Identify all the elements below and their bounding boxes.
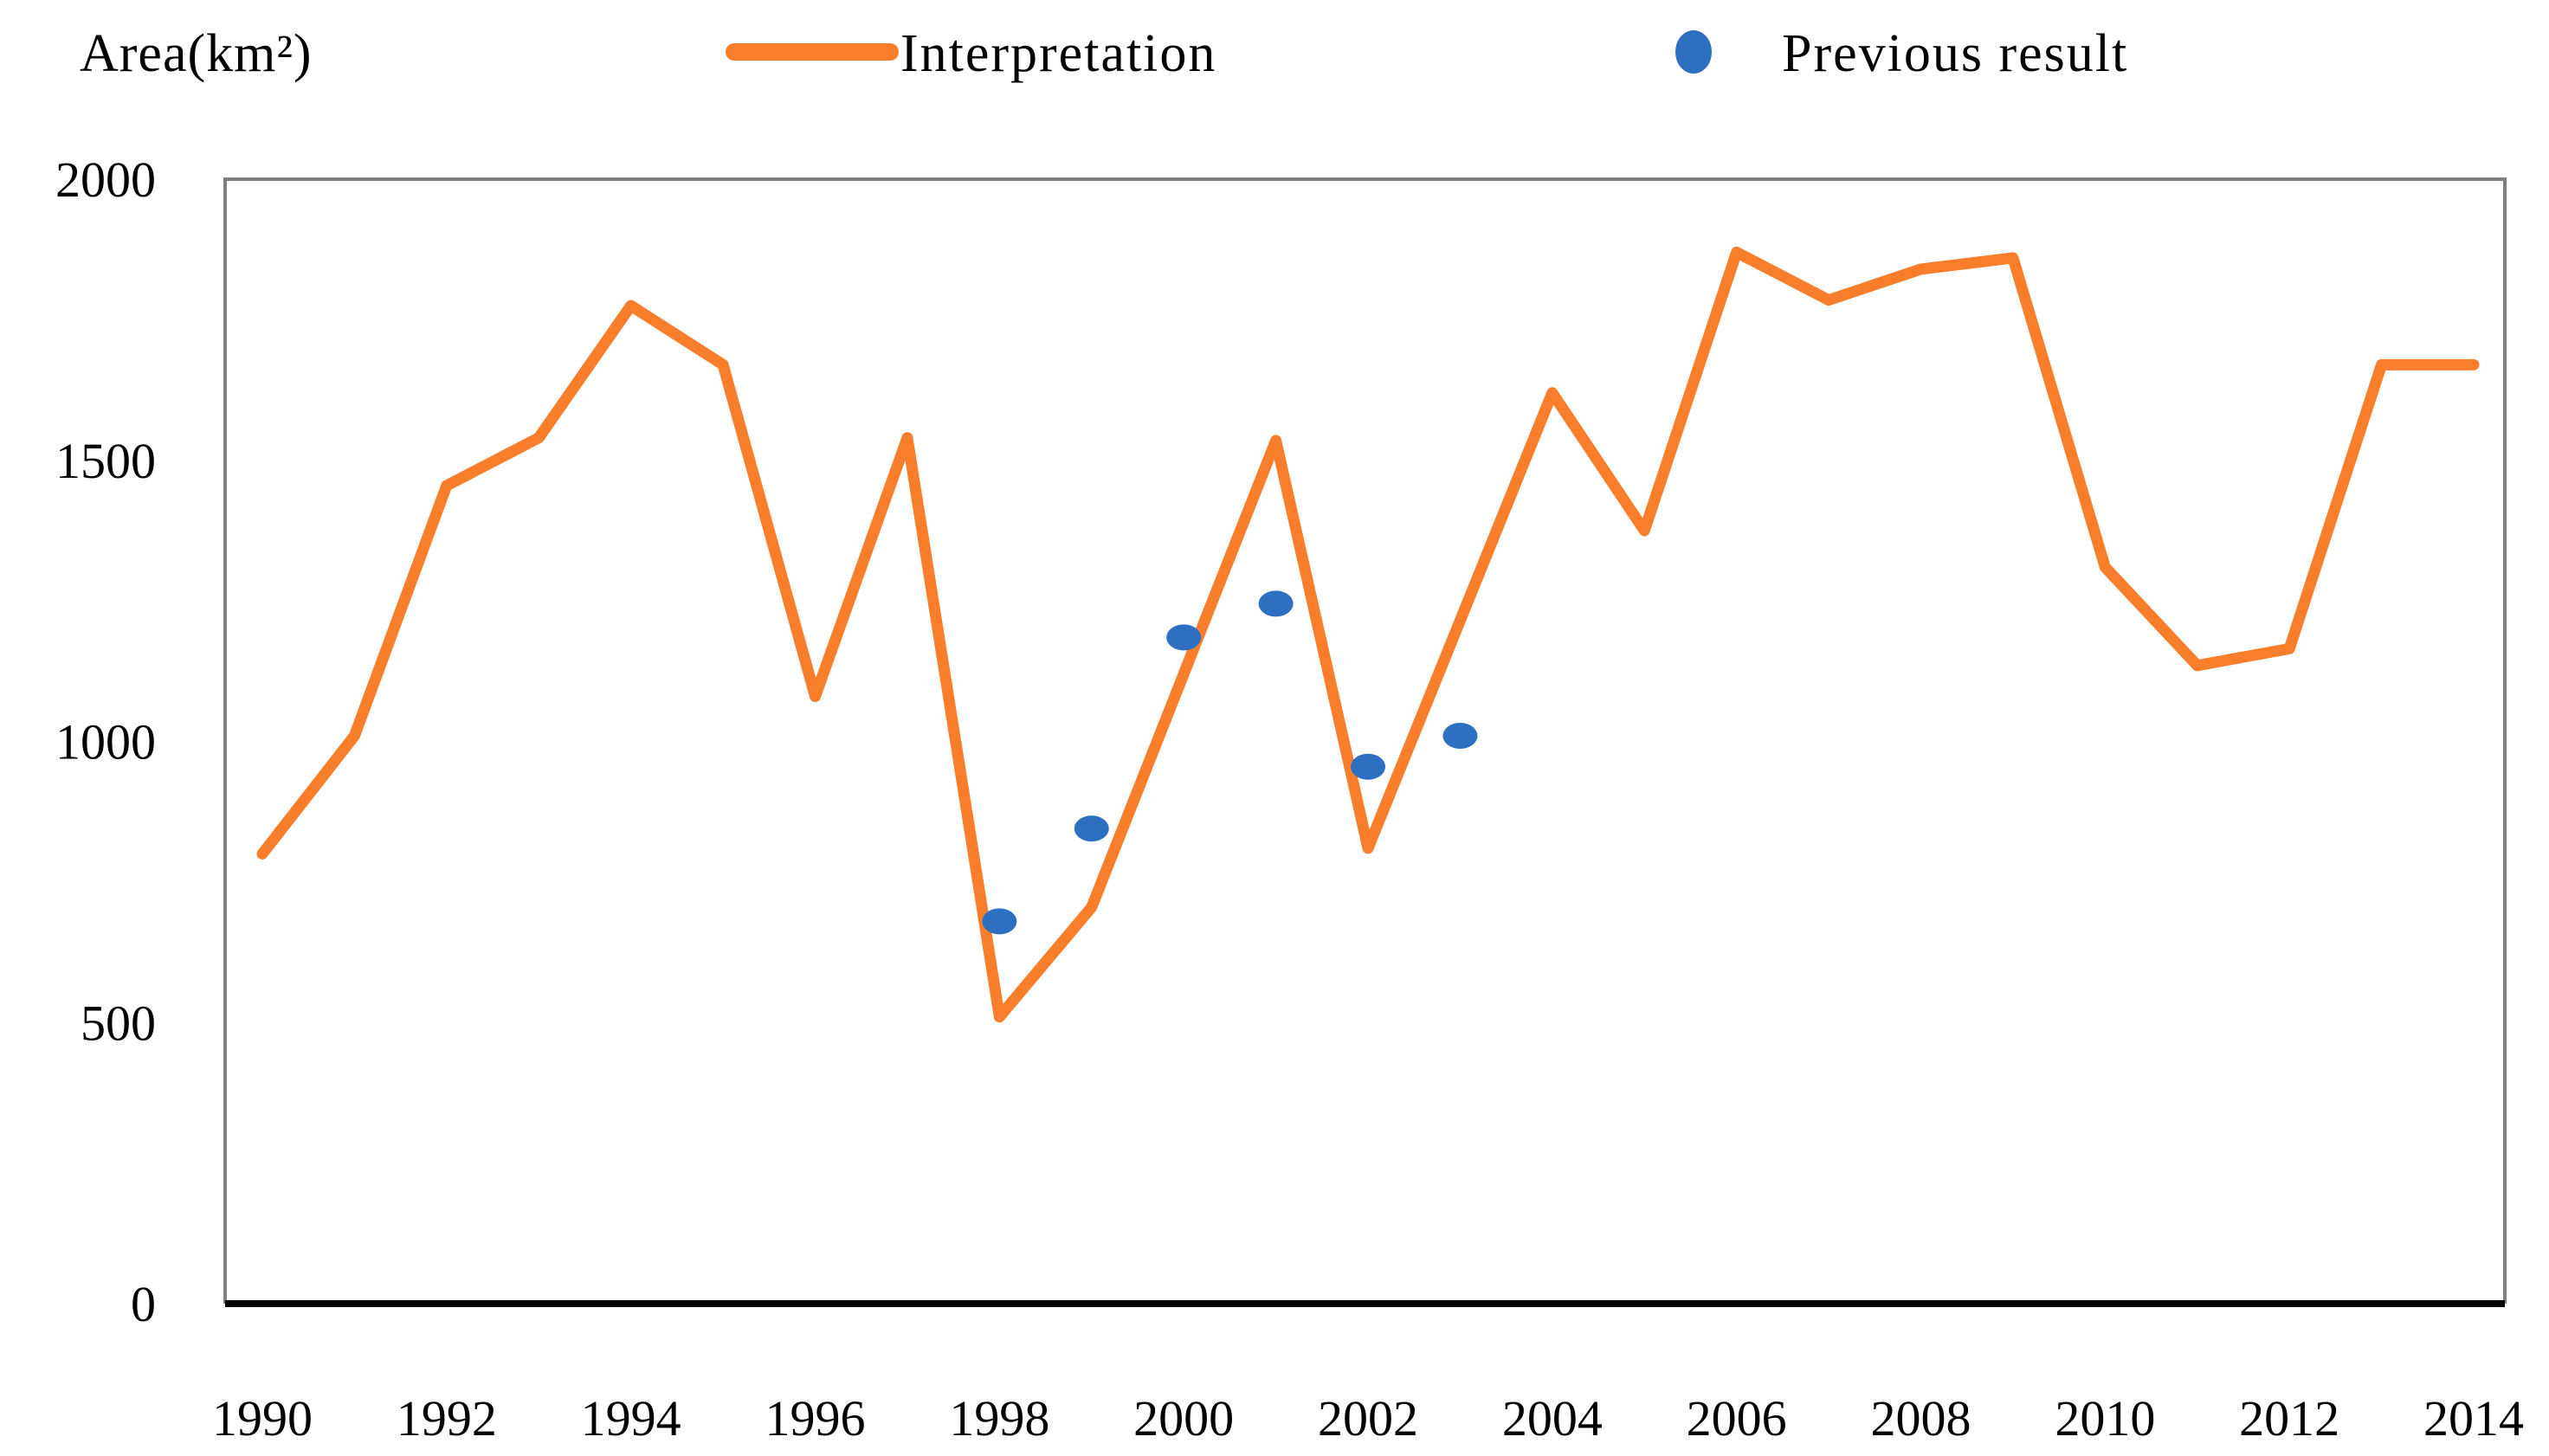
x-tick-label: 1994 (581, 1390, 681, 1446)
x-tick-label: 1990 (212, 1390, 313, 1446)
previous-result-point (1074, 815, 1109, 842)
x-axis-tick-labels: 1990 1992 1994 1996 1998 2000 2002 2004 2006 2008… (212, 1390, 2524, 1446)
y-axis-title: Area(km²) (80, 24, 313, 83)
previous-result-point (1442, 723, 1478, 750)
previous-result-point (982, 908, 1017, 935)
previous-result-point (1166, 624, 1202, 651)
x-tick-label: 2014 (2423, 1390, 2524, 1446)
previous-result-point (1258, 590, 1294, 617)
y-axis-tick-labels: 0 500 1000 1500 2000 (55, 151, 156, 1332)
x-tick-label: 1998 (949, 1390, 1049, 1446)
x-tick-label: 1996 (765, 1390, 866, 1446)
x-tick-label: 1992 (397, 1390, 497, 1446)
previous-result-point (1351, 753, 1385, 780)
x-tick-label: 2008 (1871, 1390, 1971, 1446)
interpretation-line (256, 246, 2480, 1023)
x-tick-label: 2002 (1318, 1390, 1418, 1446)
legend: Interpretation Previous result (726, 24, 2128, 83)
y-tick-label: 1000 (55, 714, 156, 770)
legend-label-interpretation: Interpretation (900, 24, 1216, 83)
plot-frame (223, 177, 2507, 1304)
previous-result-points (982, 590, 1478, 935)
y-tick-label: 0 (131, 1276, 156, 1332)
y-tick-label: 500 (81, 995, 156, 1051)
x-tick-label: 2000 (1133, 1390, 1234, 1446)
y-tick-label: 2000 (55, 151, 156, 208)
plot-area (223, 177, 2507, 1307)
legend-dot-swatch (1675, 30, 1712, 74)
x-tick-label: 2004 (1502, 1390, 1603, 1446)
x-tick-label: 2012 (2239, 1390, 2339, 1446)
x-tick-label: 2010 (2055, 1390, 2155, 1446)
x-tick-label: 2006 (1687, 1390, 1787, 1446)
y-tick-label: 1500 (55, 433, 156, 489)
legend-label-previous-result: Previous result (1782, 24, 2128, 83)
